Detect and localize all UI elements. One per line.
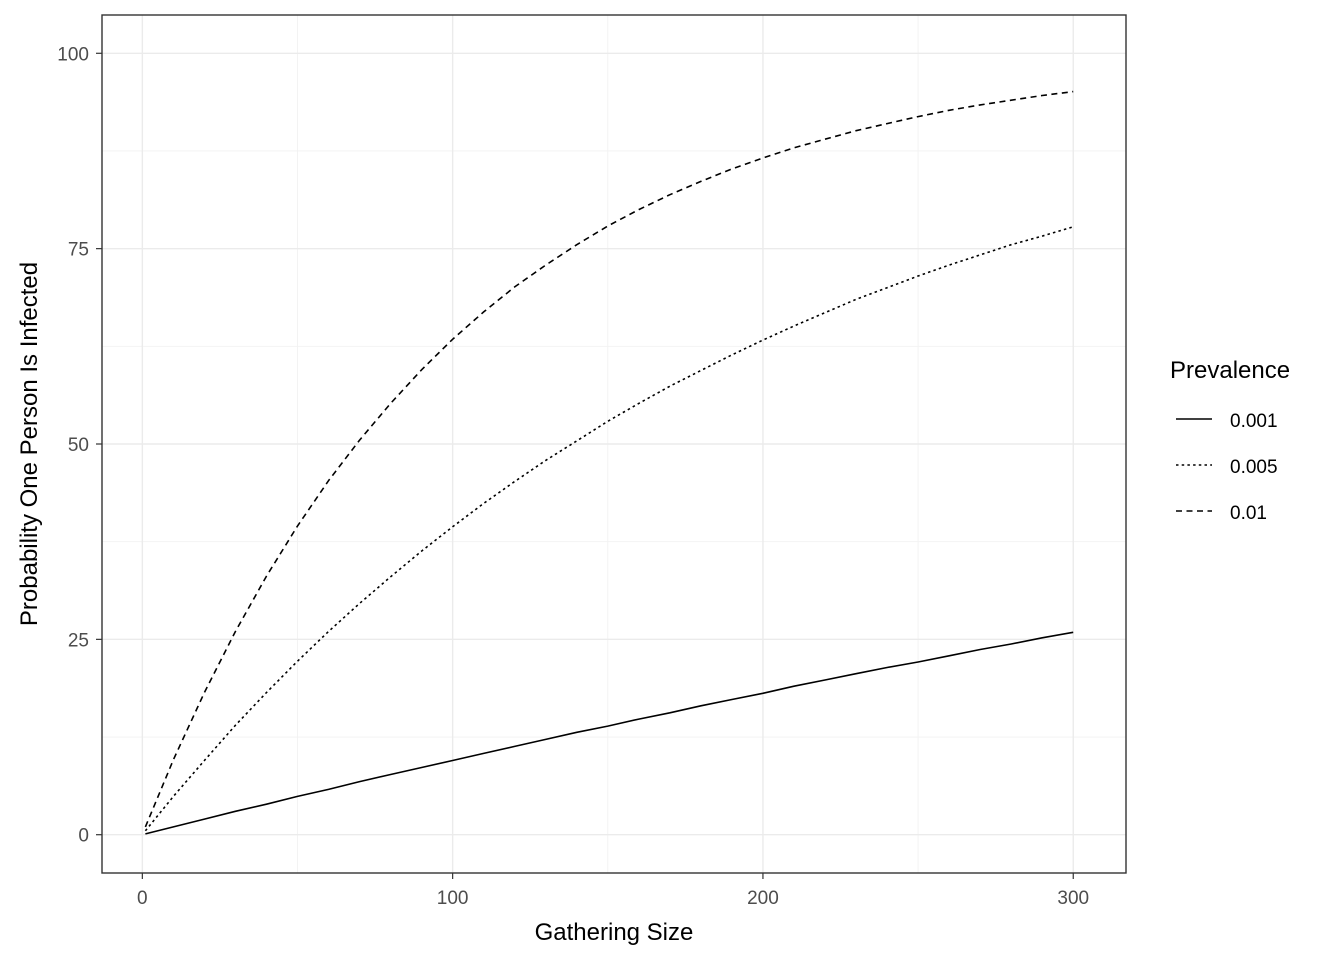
legend: Prevalence 0.001 0.005 0.01 (1170, 357, 1290, 524)
x-tick-label: 200 (747, 888, 779, 909)
y-tick-label: 50 (68, 435, 89, 456)
x-tick-label: 0 (137, 888, 148, 909)
x-tick-label: 300 (1057, 888, 1089, 909)
series-lines (144, 90, 1074, 835)
series-line-0.005 (144, 226, 1074, 832)
y-tick-label: 100 (57, 44, 89, 65)
legend-title: Prevalence (1170, 357, 1290, 384)
series-line-0.01 (144, 90, 1074, 828)
y-tick-label: 25 (68, 630, 89, 651)
x-axis-title: Gathering Size (535, 919, 694, 946)
major-gridlines (102, 15, 1126, 873)
y-tick-label: 0 (78, 826, 89, 847)
y-tick-label: 75 (68, 240, 89, 261)
series-line-0.001 (145, 631, 1074, 835)
x-tick-label: 100 (437, 888, 469, 909)
legend-label: 0.005 (1230, 457, 1278, 478)
minor-gridlines (102, 15, 1126, 873)
x-axis: 0 100 200 300 (137, 873, 1089, 909)
legend-label: 0.01 (1230, 503, 1267, 524)
legend-label: 0.001 (1230, 411, 1278, 432)
y-axis-title: Probability One Person Is Infected (16, 262, 43, 626)
y-axis: 0 25 50 75 100 (57, 44, 102, 847)
